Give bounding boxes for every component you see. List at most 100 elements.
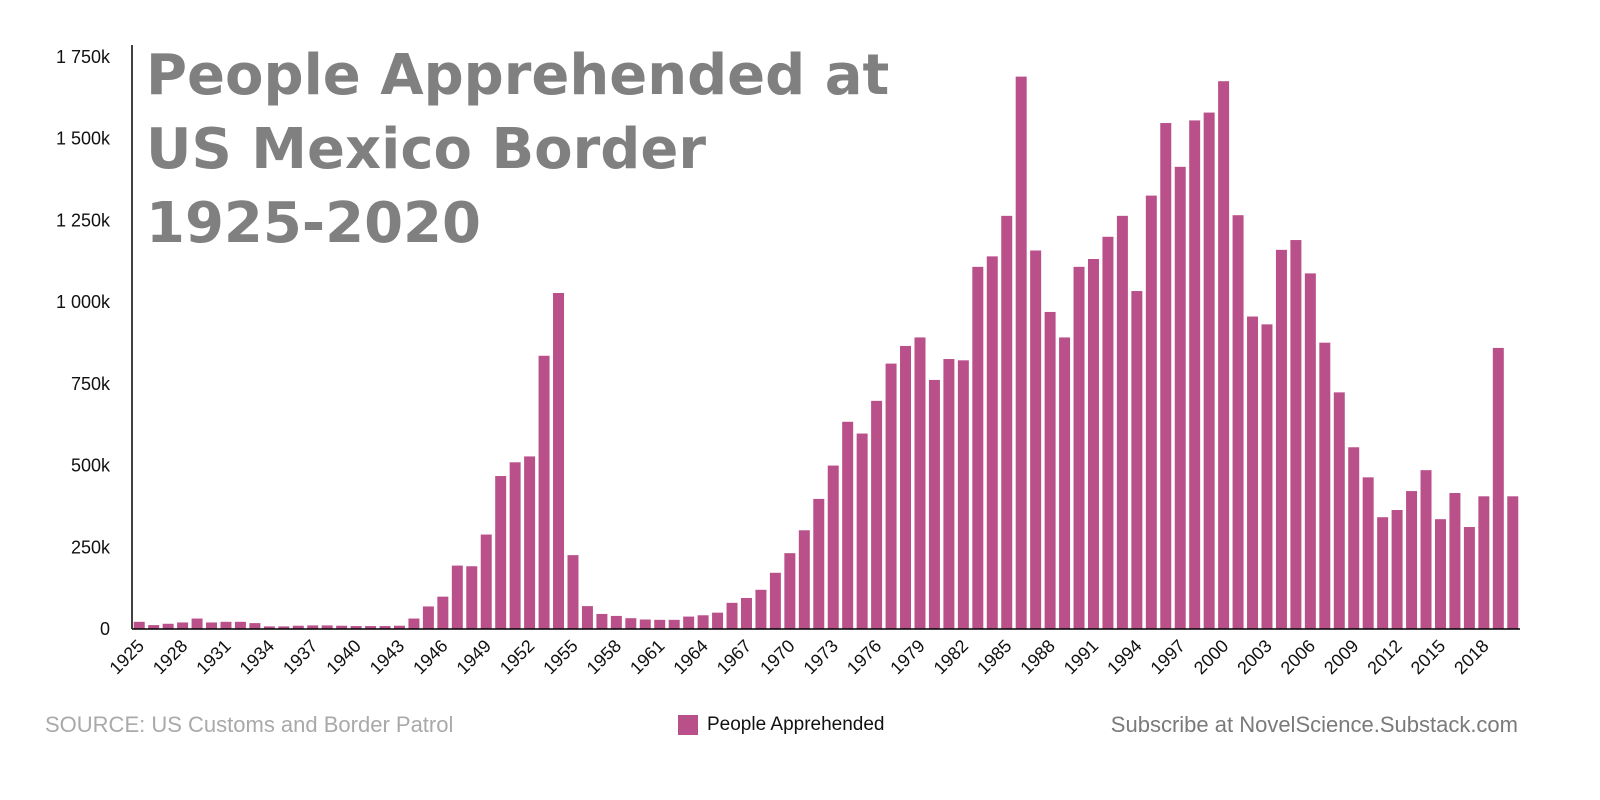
x-tick-label: 1985 <box>973 636 1015 678</box>
x-tick-label: 1925 <box>106 636 148 678</box>
bar-1990 <box>1073 266 1085 629</box>
x-tick-label: 2009 <box>1320 636 1362 678</box>
x-tick-label: 1955 <box>539 636 581 678</box>
x-tick-label: 1949 <box>453 636 495 678</box>
bar-1928 <box>177 622 189 629</box>
bar-1931 <box>220 621 232 629</box>
y-axis-ticks: 0 250k 500k 750k 1 000k 1 250k 1 500k 1 750k <box>56 47 111 639</box>
bar-1998 <box>1189 120 1201 629</box>
y-tick-label: 500k <box>71 456 111 476</box>
bar-1989 <box>1059 337 1071 629</box>
bar-1935 <box>278 626 290 629</box>
x-tick-label: 1994 <box>1103 636 1145 678</box>
y-tick-label: 1 250k <box>56 210 111 230</box>
subscribe-link[interactable]: Subscribe at NovelScience.Substack.com <box>1110 712 1518 737</box>
bar-1925 <box>133 621 145 629</box>
x-tick-label: 2006 <box>1277 636 1319 678</box>
bar-2014 <box>1420 470 1432 629</box>
bar-2018 <box>1478 496 1490 629</box>
bar-1944 <box>408 618 420 629</box>
bar-1966 <box>726 602 738 629</box>
bars-group <box>133 76 1519 630</box>
bar-2000 <box>1218 81 1230 629</box>
bar-2019 <box>1492 347 1504 629</box>
bar-1933 <box>249 623 261 629</box>
bar-1936 <box>292 625 304 629</box>
bar-1996 <box>1160 123 1172 629</box>
bar-2009 <box>1348 447 1360 629</box>
legend: People Apprehended <box>678 714 885 736</box>
bar-1960 <box>639 619 651 629</box>
bar-1968 <box>755 589 767 629</box>
chart-title-line-3: 1925-2020 <box>146 191 481 256</box>
bar-1982 <box>957 360 969 629</box>
y-tick-label: 1 500k <box>56 129 111 149</box>
bar-1943 <box>393 625 405 629</box>
bar-1997 <box>1174 166 1186 629</box>
bar-1975 <box>856 433 868 629</box>
bar-1994 <box>1131 291 1143 629</box>
bar-1969 <box>769 572 781 629</box>
y-tick-label: 1 750k <box>56 47 111 67</box>
x-tick-label: 2000 <box>1190 636 1232 678</box>
bar-1939 <box>336 625 348 629</box>
bar-1995 <box>1145 195 1157 629</box>
bar-1958 <box>610 615 622 629</box>
bar-1972 <box>813 498 825 629</box>
bar-1977 <box>885 363 897 629</box>
y-tick-label: 750k <box>71 374 111 394</box>
bar-1970 <box>784 553 796 629</box>
x-tick-label: 1931 <box>192 636 234 678</box>
bar-1934 <box>263 626 275 629</box>
chart-title-line-1: People Apprehended at <box>146 43 889 108</box>
bar-1947 <box>451 565 463 629</box>
bar-1930 <box>206 622 218 629</box>
bar-1955 <box>567 555 579 629</box>
chart-title: People Apprehended at US Mexico Border 1… <box>146 43 889 256</box>
bar-1979 <box>914 337 926 629</box>
x-tick-label: 1958 <box>583 636 625 678</box>
bar-1946 <box>437 596 449 629</box>
x-tick-label: 1997 <box>1147 636 1189 678</box>
bar-1957 <box>596 613 608 629</box>
x-tick-label: 1952 <box>496 636 538 678</box>
bar-1945 <box>422 606 434 629</box>
x-tick-label: 1961 <box>626 636 668 678</box>
bar-2017 <box>1463 527 1475 629</box>
bar-1974 <box>842 421 854 629</box>
bar-1992 <box>1102 236 1114 629</box>
x-tick-label: 1937 <box>279 636 321 678</box>
y-tick-label: 1 000k <box>56 292 111 312</box>
bar-1949 <box>480 534 492 629</box>
x-tick-label: 1940 <box>322 636 364 678</box>
bar-1941 <box>365 626 377 629</box>
bar-2016 <box>1449 493 1461 629</box>
bar-1952 <box>524 456 536 629</box>
bar-1959 <box>625 618 637 629</box>
bar-2004 <box>1275 249 1287 629</box>
bar-2005 <box>1290 240 1302 630</box>
bar-1973 <box>827 465 839 629</box>
bar-1981 <box>943 359 955 629</box>
bar-1938 <box>321 625 333 629</box>
bar-1967 <box>740 597 752 629</box>
bar-1926 <box>148 625 160 629</box>
source-note: SOURCE: US Customs and Border Patrol <box>45 712 454 737</box>
bar-1962 <box>668 619 680 629</box>
x-tick-label: 1928 <box>149 636 191 678</box>
bar-1986 <box>1015 76 1027 630</box>
x-tick-label: 1943 <box>366 636 408 678</box>
x-tick-label: 2018 <box>1450 636 1492 678</box>
bar-1950 <box>495 476 507 629</box>
bar-2007 <box>1319 342 1331 629</box>
bar-1951 <box>509 462 521 629</box>
bar-1988 <box>1044 311 1056 629</box>
x-tick-label: 2012 <box>1363 636 1405 678</box>
x-tick-label: 1982 <box>930 636 972 678</box>
x-tick-label: 1967 <box>713 636 755 678</box>
bar-1976 <box>871 400 883 629</box>
legend-label: People Apprehended <box>707 714 885 735</box>
x-tick-label: 1991 <box>1060 636 1102 678</box>
x-tick-label: 1979 <box>886 636 928 678</box>
